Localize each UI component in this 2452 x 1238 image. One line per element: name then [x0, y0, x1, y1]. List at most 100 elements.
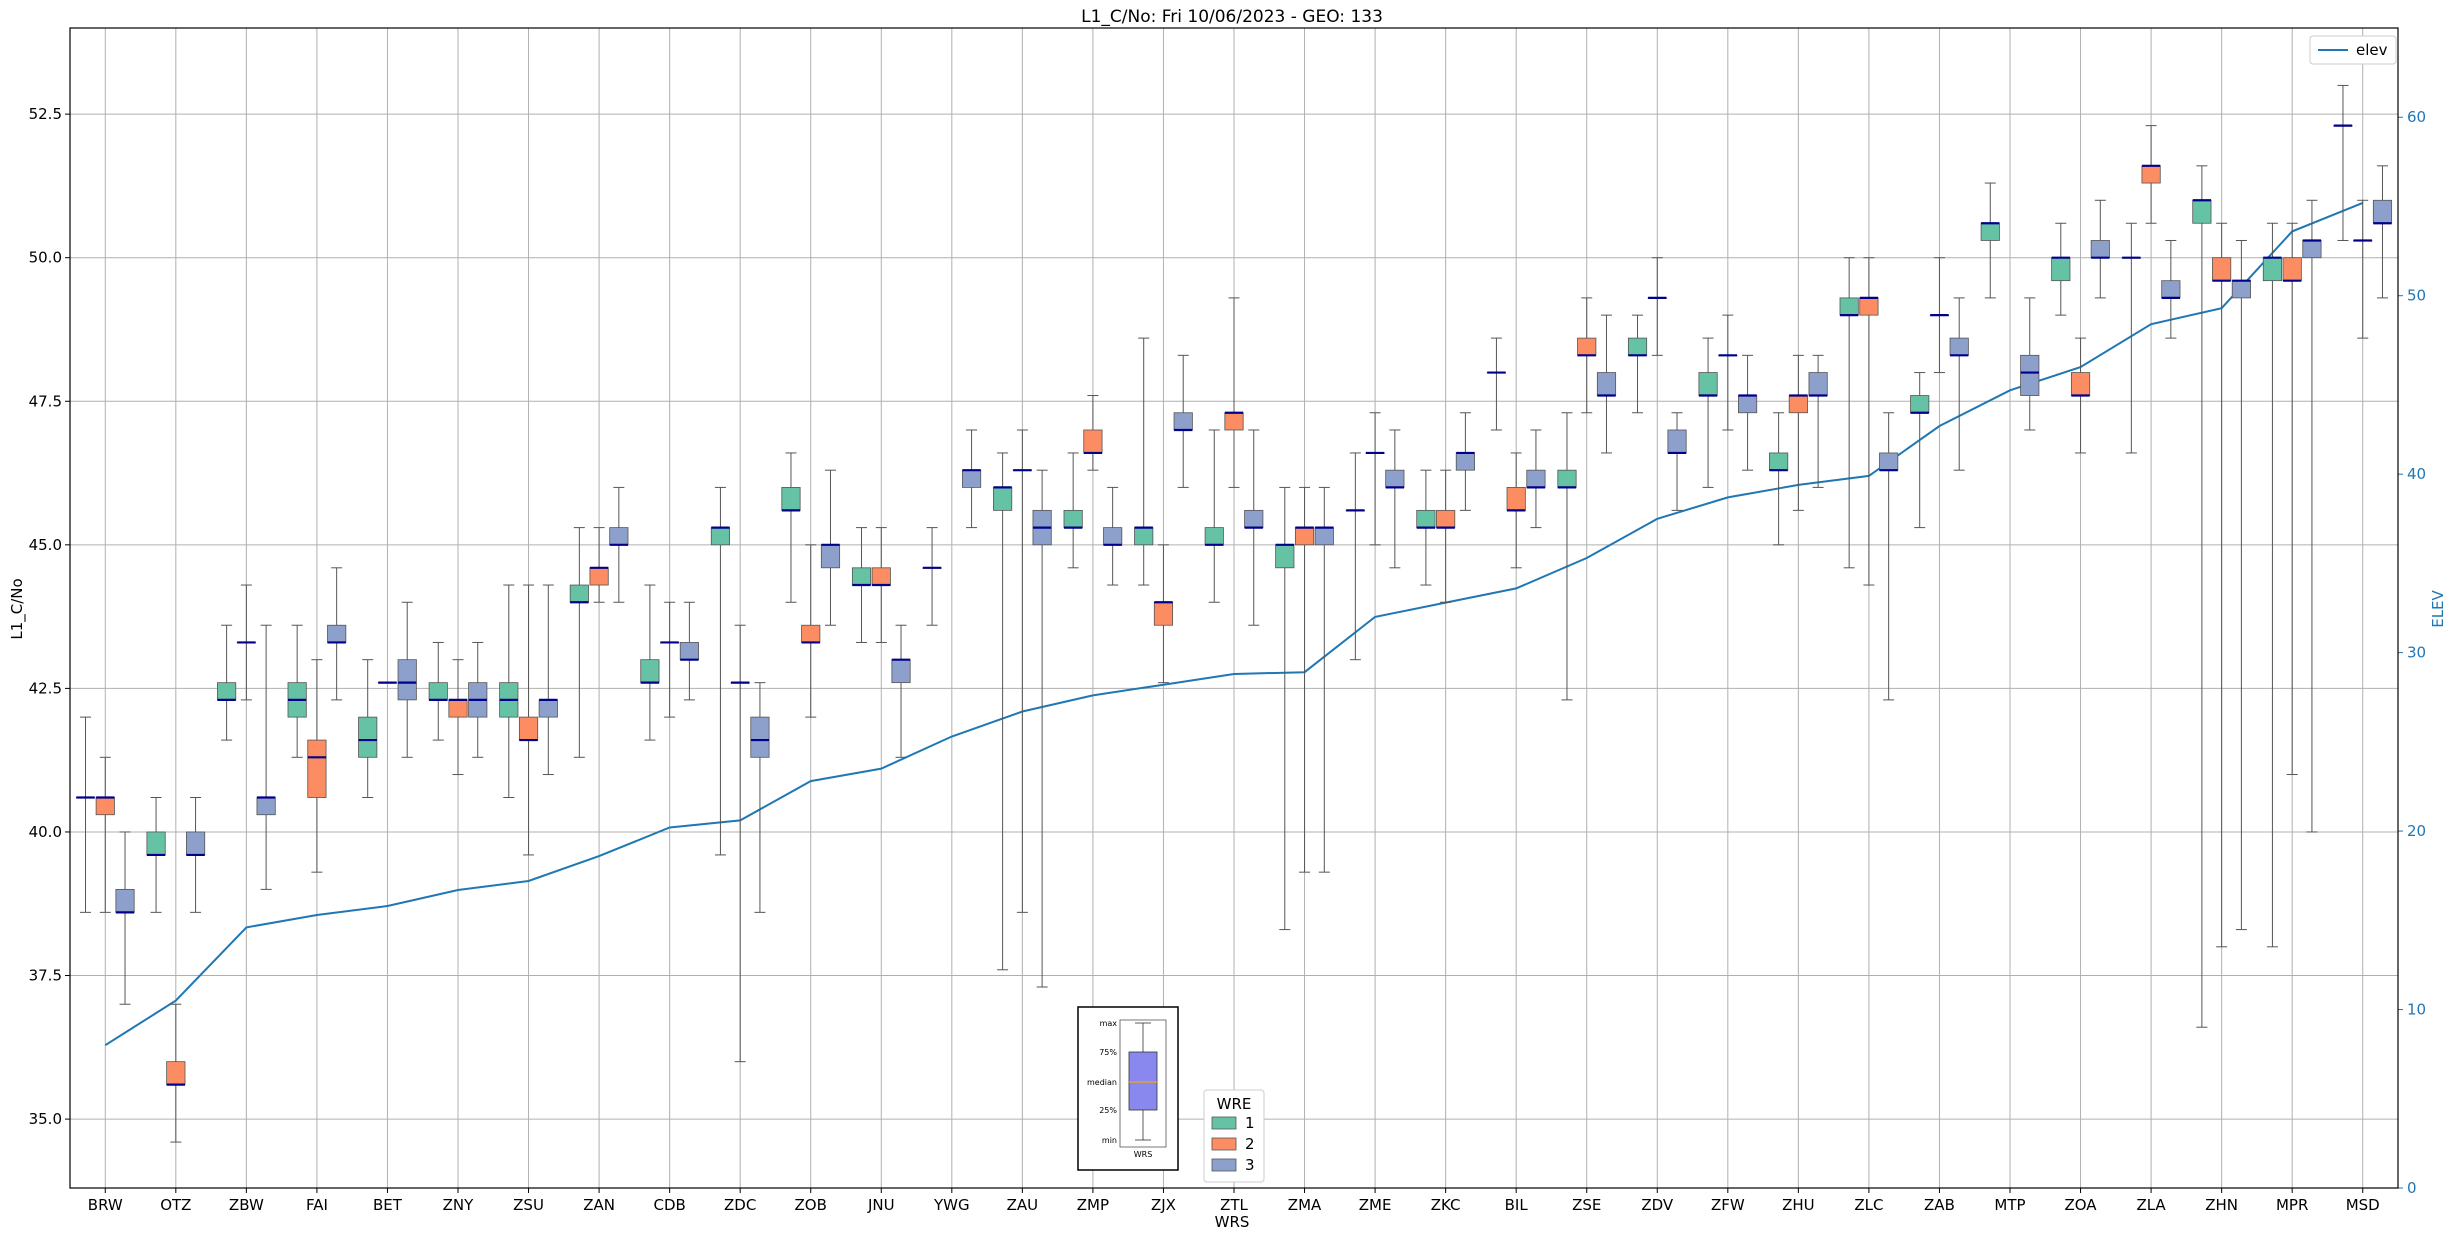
- box-iqr: [609, 527, 629, 546]
- x-tick-label: ZLC: [1854, 1196, 1883, 1214]
- box-iqr: [448, 699, 468, 718]
- box-brw-wre1: [75, 716, 96, 913]
- box-zab-wre3: [1949, 297, 1969, 471]
- box-zlc-wre3: [1879, 412, 1899, 701]
- boxplot-key-inset: max 75% median 25% min WRS: [1077, 1006, 1179, 1171]
- box-iqr: [993, 487, 1013, 511]
- box-iqr: [327, 624, 347, 643]
- box-iqr: [1083, 429, 1103, 454]
- box-ywg-wre1: [922, 527, 942, 626]
- inset-label-q1: 25%: [1099, 1106, 1117, 1115]
- y2-axis-label: ELEV: [2429, 589, 2447, 627]
- box-jnu-wre1: [851, 527, 872, 643]
- y2-tick-label: 0: [2407, 1179, 2417, 1197]
- box-brw-wre2: [95, 756, 115, 913]
- box-iqr: [95, 797, 115, 816]
- box-zsu-wre3: [538, 584, 558, 776]
- box-zfw-wre1: [1698, 337, 1718, 488]
- box-zau-wre3: [1032, 469, 1052, 988]
- box-zny-wre1: [428, 641, 448, 741]
- box-zau-wre1: [993, 452, 1013, 971]
- box-iqr: [1314, 527, 1334, 546]
- x-tick-label: MTP: [1994, 1196, 2025, 1214]
- x-tick-label: ZAU: [1007, 1196, 1039, 1214]
- x-tick-label: ZBW: [229, 1196, 264, 1214]
- box-zfw-wre2: [1718, 314, 1738, 431]
- box-zan-wre3: [609, 486, 629, 603]
- box-layer: [75, 84, 2393, 1143]
- box-zma-wre2: [1294, 486, 1315, 873]
- box-zmp-wre2: [1083, 395, 1103, 471]
- box-iqr: [1698, 372, 1718, 396]
- box-bet-wre3: [397, 601, 417, 758]
- box-iqr: [679, 642, 699, 661]
- box-zse-wre3: [1596, 314, 1617, 454]
- box-iqr: [217, 682, 237, 701]
- box-zme-wre2: [1365, 412, 1385, 546]
- box-bet-wre2: [377, 681, 398, 684]
- box-iqr: [1103, 527, 1123, 546]
- box-zme-wre1: [1345, 452, 1365, 661]
- box-zmp-wre3: [1103, 486, 1123, 586]
- box-iqr: [1879, 452, 1899, 471]
- box-iqr: [538, 699, 558, 718]
- box-iqr: [1667, 429, 1687, 454]
- box-zlc-wre2: [1859, 257, 1879, 586]
- box-iqr: [1839, 297, 1859, 316]
- y-axis-label: L1_C/No: [8, 578, 27, 639]
- box-zjx-wre2: [1153, 544, 1174, 684]
- box-zse-wre2: [1577, 297, 1597, 414]
- box-ywg-wre3: [962, 429, 982, 529]
- box-iqr: [2090, 240, 2110, 259]
- grid: [70, 28, 2398, 1188]
- box-zdc-wre2: [730, 624, 750, 1063]
- box-iqr: [2141, 165, 2161, 184]
- box-zbw-wre2: [236, 584, 256, 701]
- inset-label-median: median: [1087, 1078, 1117, 1087]
- legend-wre-title: WRE: [1217, 1095, 1252, 1113]
- x-axis-label: WRS: [1215, 1213, 1250, 1231]
- box-iqr: [2282, 257, 2302, 282]
- plot-frame: [69, 27, 2399, 1189]
- box-iqr: [640, 659, 660, 684]
- box-zla-wre3: [2161, 239, 2181, 339]
- box-iqr: [2070, 372, 2091, 396]
- x-tick-label: ZJX: [1151, 1196, 1176, 1214]
- x-tick-label: ZLA: [2136, 1196, 2166, 1214]
- inset-label-q3: 75%: [1099, 1048, 1117, 1057]
- box-iqr: [1738, 395, 1758, 414]
- box-iqr: [1596, 372, 1617, 396]
- box-iqr: [1627, 337, 1648, 356]
- box-iqr: [2231, 280, 2251, 299]
- box-zbw-wre1: [217, 624, 237, 741]
- box-iqr: [801, 624, 821, 643]
- y-tick-label: 37.5: [29, 967, 62, 985]
- box-iqr: [1224, 412, 1244, 431]
- box-zdv-wre1: [1627, 314, 1648, 414]
- box-mtp-wre3: [2020, 297, 2040, 431]
- x-tick-label: ZDV: [1641, 1196, 1674, 1214]
- x-tick-label: ZSE: [1572, 1196, 1601, 1214]
- box-cdb-wre2: [660, 601, 680, 718]
- x-tick-label: ZME: [1359, 1196, 1392, 1214]
- box-jnu-wre2: [871, 527, 891, 643]
- box-zbw-wre3: [256, 624, 276, 890]
- box-zhu-wre3: [1808, 354, 1828, 488]
- box-iqr: [1788, 395, 1808, 414]
- legend-wre: WRE 1 2 3: [1203, 1089, 1265, 1183]
- box-iqr: [397, 659, 417, 701]
- box-zau-wre2: [1012, 429, 1032, 913]
- box-iqr: [518, 716, 539, 741]
- box-iqr: [2192, 199, 2212, 224]
- x-tick-label: ZNY: [443, 1196, 474, 1214]
- box-zla-wre1: [2121, 222, 2141, 454]
- y2-tick-label: 50: [2407, 287, 2426, 305]
- box-iqr: [146, 831, 166, 856]
- box-zla-wre2: [2141, 125, 2161, 224]
- elev-series-line: [104, 201, 2364, 1047]
- box-zma-wre3: [1314, 486, 1334, 873]
- y-tick-label: 42.5: [29, 679, 62, 697]
- legend-wre-swatch-3: [1211, 1158, 1237, 1172]
- x-tick-label: BIL: [1505, 1196, 1529, 1214]
